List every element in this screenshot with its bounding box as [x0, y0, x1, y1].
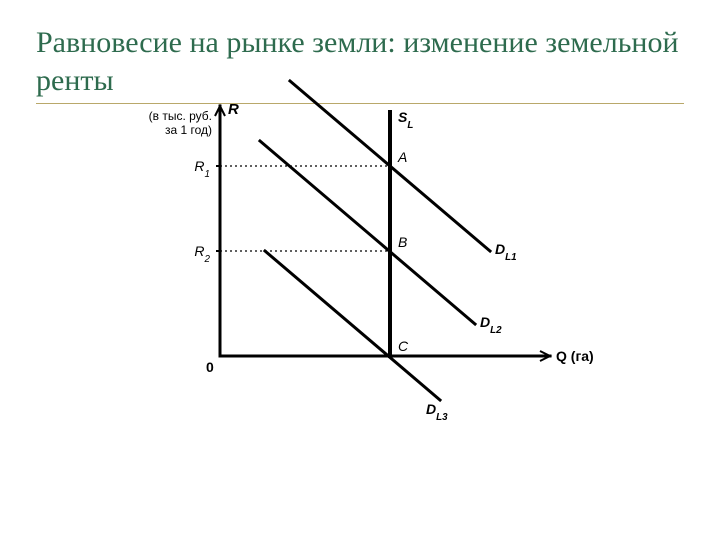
label-DL1: DL1 — [495, 241, 517, 263]
label-R1: R1 — [194, 158, 210, 180]
label-units-1: (в тыс. руб. — [149, 109, 212, 123]
land-rent-chart: R(в тыс. руб.за 1 год)R1R20Q (га)SLABCDL… — [150, 96, 590, 426]
chart-svg: R(в тыс. руб.за 1 год)R1R20Q (га)SLABCDL… — [150, 96, 590, 426]
label-SL: SL — [398, 109, 413, 131]
label-Q: Q (га) — [556, 348, 594, 364]
demand-line-2 — [260, 141, 475, 324]
label-C: C — [398, 338, 409, 354]
label-B: B — [398, 234, 407, 250]
label-DL2: DL2 — [480, 314, 502, 336]
label-R: R — [228, 101, 239, 118]
slide-title: Равновесие на рынке земли: изменение зем… — [36, 24, 684, 99]
label-A: A — [397, 149, 407, 165]
label-DL3: DL3 — [426, 401, 448, 423]
label-origin: 0 — [206, 359, 214, 375]
label-R2: R2 — [194, 243, 210, 265]
label-units-2: за 1 год) — [165, 123, 212, 137]
